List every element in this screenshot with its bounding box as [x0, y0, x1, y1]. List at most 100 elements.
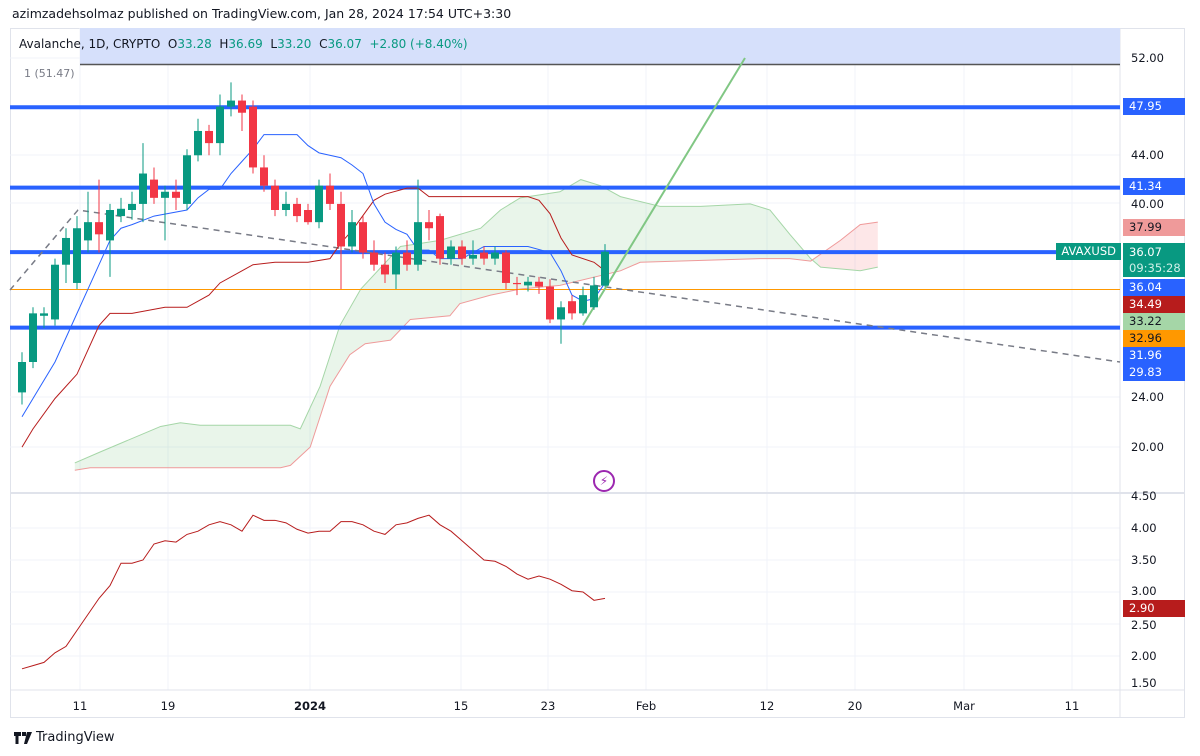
candle-body [579, 295, 587, 314]
price-tick: 20.00 [1131, 440, 1164, 454]
candle-body [491, 252, 499, 259]
candle-body [403, 252, 411, 265]
price-tick: 44.00 [1131, 148, 1164, 162]
price-tag: 34.49 [1123, 296, 1185, 313]
time-tick: 15 [453, 699, 469, 713]
candle-body [260, 167, 268, 186]
last-price-tag: 36.07 09:35:28 [1123, 243, 1185, 277]
candle-body [216, 106, 224, 144]
lightning-icon[interactable]: ⚡ [593, 470, 615, 492]
osc-tick: 2.50 [1131, 618, 1157, 632]
candle-body [392, 252, 400, 275]
candle-body [436, 216, 444, 259]
candle-body [227, 100, 235, 107]
low-value: 33.20 [277, 37, 312, 51]
candle-body [590, 285, 598, 308]
osc-tick: 4.50 [1131, 489, 1157, 503]
candle-body [546, 286, 554, 320]
candle-body [205, 130, 213, 144]
dashed-trendline [9, 209, 1121, 363]
high-value: 36.69 [228, 37, 263, 51]
candle-body [249, 106, 257, 168]
open-label: O [167, 37, 178, 51]
open-value: 33.28 [177, 37, 212, 51]
candle-body [524, 281, 532, 286]
price-tag: 29.83 [1123, 364, 1185, 381]
candle-body [557, 307, 565, 320]
candle-body [40, 313, 48, 316]
candle-body [128, 203, 136, 210]
price-tag: 33.22 [1123, 313, 1185, 330]
low-label: L [270, 37, 278, 51]
candle-body [161, 191, 169, 198]
candle-body [568, 301, 576, 314]
price-tag: 2.90 [1123, 600, 1185, 617]
candle-body [282, 203, 290, 210]
time-tick: Feb [635, 699, 657, 713]
candle-body [84, 222, 92, 241]
candle-body [480, 252, 488, 259]
candle-body [62, 237, 70, 265]
ohlc-legend: Avalanche, 1D, CRYPTO O33.28 H36.69 L33.… [19, 37, 468, 51]
tenkan-line [21, 134, 606, 417]
candle-body [502, 252, 510, 283]
candle-body [139, 173, 147, 204]
time-tick: 23 [540, 699, 556, 713]
time-tick: 11 [1064, 699, 1080, 713]
candle-body [29, 313, 37, 362]
price-tag: 31.96 [1123, 347, 1185, 364]
candle-body [238, 100, 246, 113]
candle-body [359, 222, 367, 253]
price-tick: 52.00 [1131, 51, 1164, 65]
time-tick: 2024 [293, 699, 327, 713]
candle-body [381, 264, 389, 275]
candle-body [348, 222, 356, 247]
close-value: 36.07 [327, 37, 362, 51]
candle-body [513, 282, 521, 285]
time-tick: 19 [160, 699, 176, 713]
candle-body [95, 222, 103, 235]
time-tick: Mar [953, 699, 975, 713]
osc-tick: 3.00 [1131, 584, 1157, 598]
tradingview-logo[interactable]: TradingView [14, 730, 115, 745]
oscillator-line [21, 514, 606, 670]
candle-body [73, 228, 81, 283]
close-label: C [319, 37, 328, 51]
osc-tick: 3.50 [1131, 553, 1157, 567]
candle-body [304, 210, 312, 223]
candle-body [447, 246, 455, 259]
level-caption: 1 (51.47) [24, 67, 75, 80]
tradingview-logo-icon [14, 731, 32, 744]
candle-body [469, 254, 477, 259]
brand-name: TradingView [36, 730, 115, 745]
symbol-title[interactable]: Avalanche, 1D, CRYPTO [19, 37, 161, 51]
candle-body [117, 208, 125, 217]
candle-body [293, 203, 301, 217]
change-value: +2.80 (+8.40%) [369, 37, 468, 51]
candle-body [370, 252, 378, 265]
candle-body [601, 251, 609, 286]
candle-body [337, 203, 345, 247]
osc-tick: 2.00 [1131, 649, 1157, 663]
candle-body [326, 185, 334, 204]
time-tick: 12 [759, 699, 775, 713]
green-trendline [582, 57, 746, 326]
candle-body [172, 191, 180, 198]
candle-body [271, 185, 279, 210]
candle-body [18, 362, 26, 393]
last-price: 36.07 [1129, 245, 1162, 259]
high-label: H [219, 37, 229, 51]
osc-tick: 1.50 [1131, 676, 1157, 690]
candle-body [425, 222, 433, 229]
senkou-span-a [74, 179, 878, 464]
price-tag: 47.95 [1123, 98, 1185, 115]
symbol-label: AVAXUSD [1056, 243, 1121, 260]
candle-body [150, 179, 158, 198]
time-tick: 11 [72, 699, 88, 713]
candle-body [315, 185, 323, 223]
publisher-line: azimzadehsolmaz published on TradingView… [12, 6, 512, 21]
candle-body [535, 281, 543, 287]
bar-countdown: 09:35:28 [1129, 261, 1181, 275]
candle-body [183, 155, 191, 204]
